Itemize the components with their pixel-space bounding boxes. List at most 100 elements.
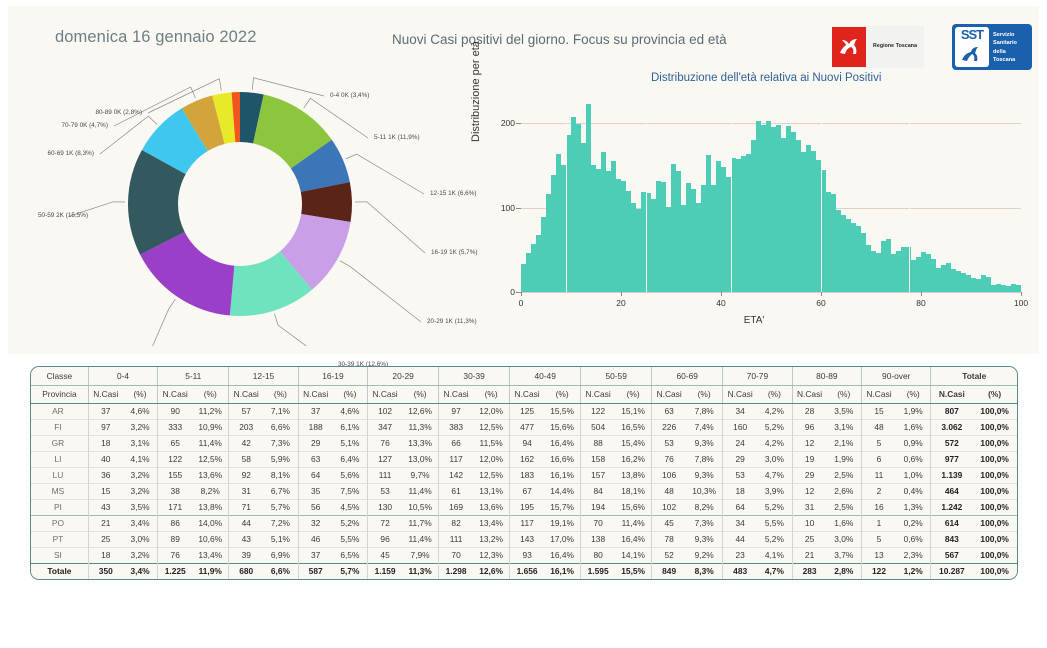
histogram-bar[interactable] bbox=[846, 219, 851, 292]
histogram-bar[interactable] bbox=[681, 205, 686, 292]
donut-slice[interactable] bbox=[253, 94, 332, 169]
histogram-bar[interactable] bbox=[836, 210, 841, 292]
histogram-bar[interactable] bbox=[811, 150, 816, 292]
histogram-bar[interactable] bbox=[736, 158, 741, 292]
histogram-bar[interactable] bbox=[706, 155, 711, 292]
histogram-bar[interactable] bbox=[911, 259, 916, 292]
histogram-bar[interactable] bbox=[716, 161, 721, 292]
donut-slice[interactable] bbox=[240, 92, 264, 144]
histogram-bar[interactable] bbox=[711, 184, 716, 292]
histogram-bar[interactable] bbox=[851, 222, 856, 292]
donut-slice[interactable] bbox=[128, 149, 186, 255]
histogram-bar[interactable] bbox=[821, 170, 826, 292]
histogram-bar[interactable] bbox=[726, 177, 731, 292]
histogram-bar[interactable] bbox=[581, 142, 586, 292]
histogram-bar[interactable] bbox=[751, 140, 756, 292]
histogram-bar[interactable] bbox=[556, 153, 561, 292]
histogram-bar[interactable] bbox=[606, 171, 611, 292]
histogram-bar[interactable] bbox=[526, 253, 531, 292]
histogram-bar[interactable] bbox=[641, 191, 646, 292]
histogram-bar[interactable] bbox=[976, 278, 981, 292]
histogram-bar[interactable] bbox=[631, 202, 636, 292]
histogram-bar[interactable] bbox=[986, 276, 991, 292]
donut-slice[interactable] bbox=[231, 92, 240, 143]
histogram-bar[interactable] bbox=[786, 125, 791, 292]
histogram-bar[interactable] bbox=[586, 103, 591, 292]
histogram-bar[interactable] bbox=[881, 241, 886, 292]
histogram-bar[interactable] bbox=[926, 254, 931, 292]
histogram-bar[interactable] bbox=[551, 175, 556, 292]
histogram-bar[interactable] bbox=[871, 250, 876, 292]
histogram-bar[interactable] bbox=[671, 163, 676, 292]
histogram-bar[interactable] bbox=[746, 153, 751, 292]
histogram-bar[interactable] bbox=[966, 275, 971, 292]
histogram-bar[interactable] bbox=[531, 243, 536, 292]
histogram-bar[interactable] bbox=[741, 156, 746, 292]
histogram-bar[interactable] bbox=[591, 165, 596, 292]
histogram-bar[interactable] bbox=[636, 209, 641, 292]
histogram-bar[interactable] bbox=[946, 263, 951, 292]
histogram-bar[interactable] bbox=[561, 164, 566, 292]
histogram-bar[interactable] bbox=[686, 183, 691, 292]
histogram-bar[interactable] bbox=[961, 272, 966, 292]
histogram-bar[interactable] bbox=[1001, 285, 1006, 292]
histogram-bar[interactable] bbox=[866, 244, 871, 292]
histogram-bar[interactable] bbox=[841, 215, 846, 292]
histogram-bar[interactable] bbox=[936, 267, 941, 292]
histogram-bar[interactable] bbox=[646, 193, 651, 292]
histogram-bar[interactable] bbox=[826, 192, 831, 292]
histogram-bar[interactable] bbox=[1006, 286, 1011, 292]
histogram-bar[interactable] bbox=[691, 188, 696, 292]
histogram-bar[interactable] bbox=[756, 120, 761, 292]
table-row[interactable]: FI 97 3,2% 333 10,9% 203 6,6% 188 6,1% 347 11,3% 38… bbox=[31, 418, 1017, 435]
donut-slice[interactable] bbox=[279, 213, 351, 290]
histogram-bar[interactable] bbox=[656, 181, 661, 292]
histogram-bar[interactable] bbox=[541, 216, 546, 292]
histogram-bar[interactable] bbox=[791, 131, 796, 292]
histogram-bar[interactable] bbox=[576, 123, 581, 292]
histogram-bar[interactable] bbox=[771, 126, 776, 292]
histogram-bar[interactable] bbox=[996, 284, 1001, 292]
histogram-bar[interactable] bbox=[571, 117, 576, 292]
donut-slice[interactable] bbox=[140, 232, 235, 316]
histogram-bar[interactable] bbox=[916, 256, 921, 292]
histogram-bar[interactable] bbox=[861, 232, 866, 292]
histogram-bar[interactable] bbox=[801, 151, 806, 292]
histogram-bar[interactable] bbox=[856, 226, 861, 292]
histogram-bar[interactable] bbox=[816, 160, 821, 292]
histogram-bar[interactable] bbox=[661, 182, 666, 292]
donut-slice[interactable] bbox=[300, 182, 353, 223]
histogram-bar[interactable] bbox=[596, 168, 601, 292]
histogram-bar[interactable] bbox=[566, 134, 571, 292]
histogram-bar[interactable] bbox=[766, 121, 771, 292]
table-row[interactable]: PI 43 3,5% 171 13,8% 71 5,7% 56 4,5% 130 10,5% 169 1… bbox=[31, 498, 1017, 515]
histogram-bar[interactable] bbox=[601, 151, 606, 292]
histogram-bar[interactable] bbox=[761, 124, 766, 292]
histogram-bar[interactable] bbox=[831, 194, 836, 292]
histogram-bar[interactable] bbox=[626, 190, 631, 292]
histogram-bar[interactable] bbox=[971, 277, 976, 292]
histogram-bar[interactable] bbox=[876, 253, 881, 292]
histogram-bar[interactable] bbox=[956, 270, 961, 292]
table-row[interactable]: LI 40 4,1% 122 12,5% 58 5,9% 63 6,4% 127 13,0% 117 1… bbox=[31, 450, 1017, 467]
histogram-bar[interactable] bbox=[676, 171, 681, 292]
histogram-bar[interactable] bbox=[886, 238, 891, 292]
histogram-bar[interactable] bbox=[616, 178, 621, 292]
histogram-bar[interactable] bbox=[701, 184, 706, 292]
histogram-bar[interactable] bbox=[696, 203, 701, 292]
histogram-bar[interactable] bbox=[921, 252, 926, 292]
donut-slice[interactable] bbox=[181, 95, 225, 152]
histogram-bar[interactable] bbox=[521, 264, 526, 292]
histogram-bar[interactable] bbox=[611, 161, 616, 292]
donut-slice[interactable] bbox=[229, 251, 313, 317]
table-row[interactable]: GR 18 3,1% 65 11,4% 42 7,3% 29 5,1% 76 13,3% 66 11,5… bbox=[31, 434, 1017, 451]
histogram-bar[interactable] bbox=[796, 140, 801, 292]
histogram-bar[interactable] bbox=[891, 254, 896, 292]
table-row[interactable]: AR 37 4,6% 90 11,2% 57 7,1% 37 4,6% 102 12,6% 97 12,… bbox=[31, 402, 1017, 419]
histogram-bar[interactable] bbox=[941, 264, 946, 292]
histogram-bar[interactable] bbox=[721, 167, 726, 292]
table-row[interactable]: SI 18 3,2% 76 13,4% 39 6,9% 37 6,5% 45 7,9% 70 12,3%… bbox=[31, 546, 1017, 563]
donut-slice[interactable] bbox=[290, 139, 350, 192]
table-row[interactable]: LU 36 3,2% 155 13,6% 92 8,1% 64 5,6% 111 9,7% 142 12… bbox=[31, 466, 1017, 483]
histogram-bar[interactable] bbox=[546, 194, 551, 292]
